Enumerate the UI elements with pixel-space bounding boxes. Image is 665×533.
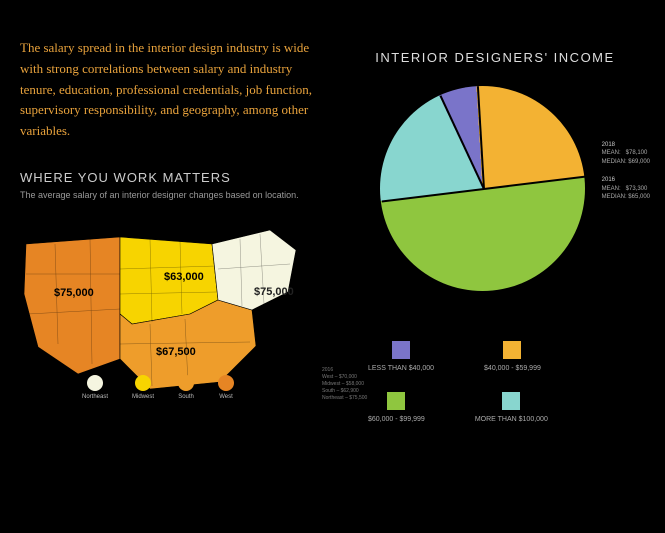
pie-stat-mean: MEAN: $78,100: [602, 149, 650, 157]
pie-legend-item: MORE THAN $100,000: [475, 392, 548, 423]
map-legend-label: South: [178, 394, 194, 400]
map-legend-label: West: [219, 394, 233, 400]
map-legend-item: Midwest: [132, 375, 154, 400]
pie-legend-label: $60,000 - $99,999: [368, 416, 425, 423]
map-legend-item: Northeast: [82, 375, 108, 400]
pie-stat-block: 2018MEAN: $78,100MEDIAN: $69,000: [602, 141, 650, 166]
map-legend-swatch: [87, 375, 103, 391]
pie-legend-label: LESS THAN $40,000: [368, 365, 434, 372]
pie-stat-year: 2016: [602, 176, 650, 184]
intro-paragraph: The salary spread in the interior design…: [20, 38, 320, 142]
pie-stat-mean: MEAN: $73,300: [602, 185, 650, 193]
pie-legend-item: LESS THAN $40,000: [368, 341, 434, 372]
pie-chart: 2018MEAN: $78,100MEDIAN: $69,0002016MEAN…: [340, 81, 650, 321]
pie-heading: INTERIOR DESIGNERS' INCOME: [340, 50, 650, 65]
pie-stat-median: MEDIAN: $69,000: [602, 158, 650, 166]
pie-stat-median: MEDIAN: $65,000: [602, 193, 650, 201]
pie-legend-swatch: [387, 392, 405, 410]
map-label-south: $67,500: [156, 346, 196, 358]
map-legend-swatch: [218, 375, 234, 391]
pie-stat-year: 2018: [602, 141, 650, 149]
map-legend-item: South: [178, 375, 194, 400]
pie-legend-swatch: [502, 392, 520, 410]
pie-legend-swatch: [392, 341, 410, 359]
pie-legend-item: $40,000 - $59,999: [484, 341, 541, 372]
map-label-west: $75,000: [54, 287, 94, 299]
map-legend-label: Midwest: [132, 394, 154, 400]
us-map-svg: [20, 214, 320, 399]
pie-side-stats: 2018MEAN: $78,100MEDIAN: $69,0002016MEAN…: [602, 141, 650, 211]
pie-stat-block: 2016MEAN: $73,300MEDIAN: $65,000: [602, 176, 650, 201]
map-label-northeast: $75,000: [254, 286, 294, 298]
pie-legend-label: MORE THAN $100,000: [475, 416, 548, 423]
pie-legend: LESS THAN $40,000 $40,000 - $59,999 $60,00…: [340, 341, 650, 423]
pie-legend-item: $60,000 - $99,999: [368, 392, 425, 423]
pie-legend-swatch: [503, 341, 521, 359]
pie-legend-label: $40,000 - $59,999: [484, 365, 541, 372]
map-legend-swatch: [135, 375, 151, 391]
map-legend-label: Northeast: [82, 394, 108, 400]
map-legend-item: West: [218, 375, 234, 400]
map-section: WHERE YOU WORK MATTERS The average salar…: [20, 170, 320, 404]
map-legend: NortheastMidwestSouthWest 2016 West – $7…: [82, 375, 372, 400]
map-legend-swatch: [178, 375, 194, 391]
map-subheading: The average salary of an interior design…: [20, 189, 320, 202]
map-label-midwest: $63,000: [164, 271, 204, 283]
map-heading: WHERE YOU WORK MATTERS: [20, 170, 320, 185]
